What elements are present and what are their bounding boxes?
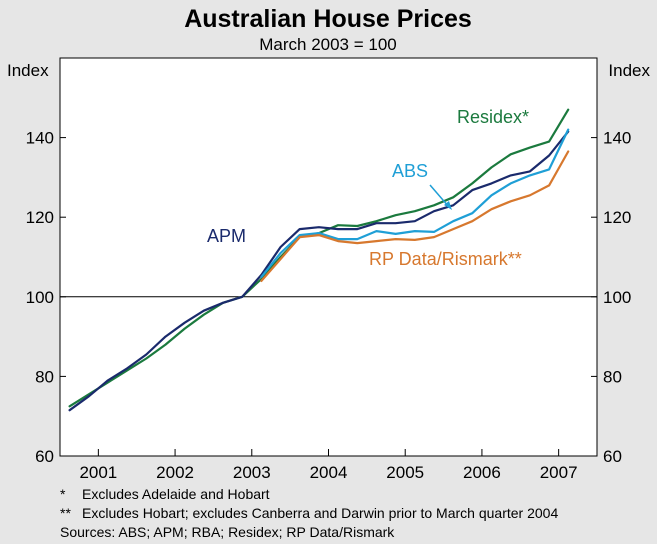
x-tick-label: 2002	[156, 463, 194, 482]
note-1-text: Excludes Adelaide and Hobart	[82, 486, 270, 502]
abs-pointer-arrowhead	[444, 201, 452, 210]
y-tick-label-right: 120	[603, 208, 631, 227]
y-tick-label-left: 120	[26, 208, 54, 227]
series-line-apm	[68, 130, 570, 412]
abs-pointer-line	[429, 184, 450, 208]
x-tick-label: 2004	[310, 463, 348, 482]
series-label-residex: Residex*	[457, 107, 529, 127]
y-tick-label-right: 80	[603, 367, 622, 386]
x-tick-label: 2007	[540, 463, 578, 482]
note-2-mark: **	[60, 505, 71, 521]
x-tick-label: 2005	[386, 463, 424, 482]
series-label-abs: ABS	[392, 161, 428, 181]
chart-subtitle: March 2003 = 100	[259, 35, 397, 54]
y-tick-label-right: 60	[603, 447, 622, 466]
series-line-abs	[260, 128, 570, 278]
y-tick-label-left: 80	[35, 367, 54, 386]
y-tick-label-left: 60	[35, 447, 54, 466]
y-tick-label-right: 100	[603, 288, 631, 307]
series-label-apm: APM	[207, 226, 246, 246]
sources-note: Sources: ABS; APM; RBA; Residex; RP Data…	[60, 524, 395, 540]
y-axis-label-right: Index	[608, 61, 650, 80]
note-1-mark: *	[60, 486, 66, 502]
plot-area	[59, 57, 598, 457]
y-tick-label-right: 140	[603, 129, 631, 148]
y-tick-label-left: 100	[26, 288, 54, 307]
series-label-rpdata: RP Data/Rismark**	[369, 249, 522, 269]
series-line-rp-data-rismark	[260, 150, 570, 282]
y-axis-label-left: Index	[7, 61, 49, 80]
x-tick-label: 2001	[79, 463, 117, 482]
x-tick-label: 2006	[463, 463, 501, 482]
y-tick-label-left: 140	[26, 129, 54, 148]
x-tick-label: 2003	[233, 463, 271, 482]
chart-title: Australian House Prices	[184, 5, 472, 33]
series-group	[68, 108, 570, 412]
tick-group: 60 60 80 80 100 100 120 120 140 140 2001 2002 2003 20…	[26, 129, 632, 482]
note-2-text: Excludes Hobart; excludes Canberra and D…	[82, 505, 558, 521]
